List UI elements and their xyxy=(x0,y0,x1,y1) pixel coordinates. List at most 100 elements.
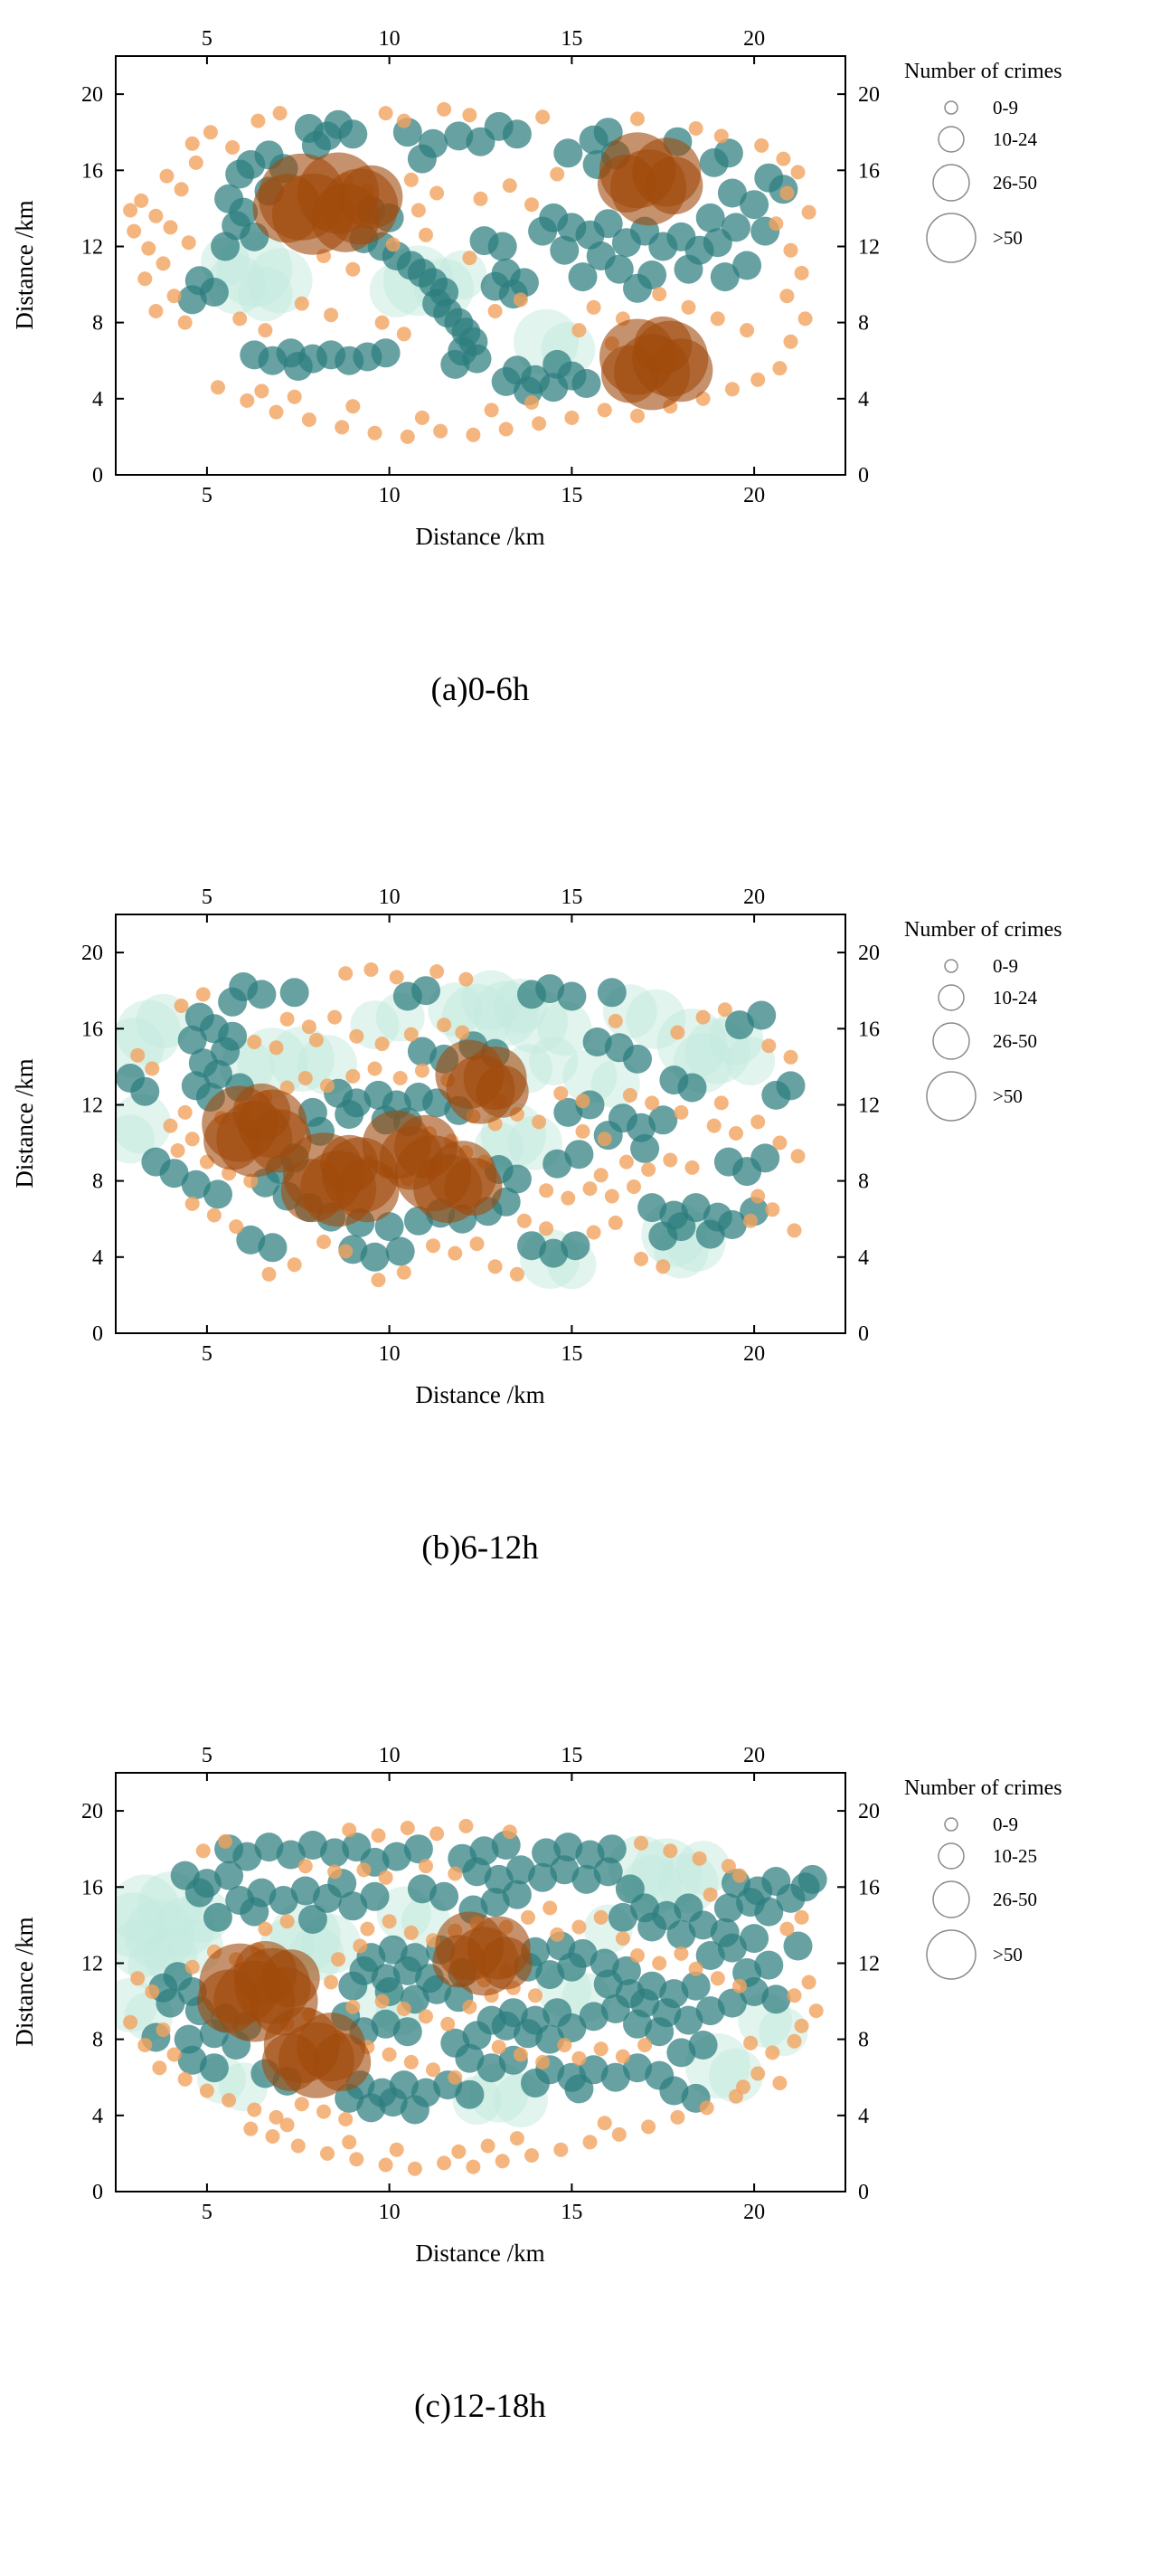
bubble xyxy=(444,121,474,151)
bubble xyxy=(754,137,769,153)
bubble xyxy=(400,1821,415,1835)
bubble xyxy=(429,185,445,201)
y-tick-label-left: 16 xyxy=(81,1018,103,1041)
y-tick-label-left: 8 xyxy=(92,2029,103,2052)
bubble xyxy=(353,1938,368,1954)
legend-entry-label: 0-9 xyxy=(993,955,1018,977)
bubble xyxy=(462,108,477,123)
bubble xyxy=(582,1181,598,1197)
bubble xyxy=(184,1132,200,1147)
bubble xyxy=(717,178,747,208)
bubble xyxy=(374,1212,404,1242)
bubble xyxy=(615,2049,630,2064)
bubble xyxy=(553,1097,583,1127)
bubble xyxy=(279,1011,295,1027)
plot-border xyxy=(115,914,846,1334)
series-crimes-10-25 xyxy=(141,1831,827,2125)
bubble xyxy=(265,2129,280,2144)
bubble xyxy=(385,237,401,252)
bubble xyxy=(634,316,693,374)
bubble xyxy=(141,241,156,256)
bubble xyxy=(604,254,634,284)
bubble xyxy=(557,2013,587,2042)
bubble-chart-b: 5 5 10 10 15 15 20 20 0 0 4 4 8 8 12 12 16 16 20 20 Distanc… xyxy=(11,886,1062,1408)
legend-size-circle xyxy=(944,959,958,973)
bubble xyxy=(487,1259,503,1274)
bubble xyxy=(575,1123,590,1139)
bubble xyxy=(600,1994,630,2023)
y-tick-label-right: 16 xyxy=(858,1018,880,1041)
bubble xyxy=(630,111,645,127)
y-tick-label-left: 4 xyxy=(92,1246,103,1270)
y-tick-label-left: 0 xyxy=(92,2181,103,2204)
x-tick-label-top: 20 xyxy=(743,27,765,51)
bubble xyxy=(618,1154,634,1170)
bubble xyxy=(426,1238,440,1254)
bubble xyxy=(722,213,750,242)
bubble xyxy=(670,2109,685,2125)
bubble xyxy=(225,140,241,155)
bubble xyxy=(360,1881,390,1911)
bubble xyxy=(597,402,612,418)
legend-size-circle xyxy=(938,126,965,153)
bubble xyxy=(130,1971,146,1986)
bubble xyxy=(403,1925,419,1940)
y-axis-label: Distance /km xyxy=(11,200,38,329)
bubble xyxy=(740,1924,769,1954)
bubble xyxy=(586,299,601,315)
bubble xyxy=(487,232,517,261)
bubble xyxy=(626,989,686,1049)
bubble xyxy=(297,1859,313,1874)
y-tick-label-left: 4 xyxy=(92,388,103,412)
bubble xyxy=(123,203,138,218)
bubble xyxy=(637,1912,667,1942)
bubble xyxy=(801,204,816,220)
bubble xyxy=(276,1840,306,1870)
bubble xyxy=(670,1025,685,1040)
bubble xyxy=(389,2142,404,2157)
bubble xyxy=(695,1219,725,1249)
bubble xyxy=(331,1952,346,1967)
bubble xyxy=(308,1032,324,1047)
bubble xyxy=(389,970,404,985)
bubble xyxy=(706,1118,722,1133)
bubble xyxy=(156,1988,185,2018)
bubble xyxy=(648,1221,678,1251)
bubble xyxy=(342,1823,357,1838)
legend: 0-9 10-25 26-50 >50 xyxy=(926,1814,1037,1980)
bubble xyxy=(374,315,390,330)
y-tick-label-right: 8 xyxy=(858,312,869,336)
bubble xyxy=(279,1914,295,1929)
y-tick-label-left: 16 xyxy=(81,159,103,183)
bubble xyxy=(269,1040,284,1056)
x-tick-label-bottom: 5 xyxy=(202,484,212,507)
bubble xyxy=(218,1021,248,1051)
bubble-chart-c: 5 5 10 10 15 15 20 20 0 0 4 4 8 8 12 12 16 16 20 20 Distanc… xyxy=(11,1744,1062,2267)
bubble xyxy=(371,338,401,368)
bubble xyxy=(688,1910,718,1940)
bubble xyxy=(623,1044,652,1074)
bubble xyxy=(236,1225,266,1255)
bubble xyxy=(495,2154,510,2169)
bubble xyxy=(123,2014,138,2030)
bubble xyxy=(174,999,189,1013)
legend-entry-label: >50 xyxy=(993,227,1023,249)
bubble xyxy=(269,2109,284,2125)
bubble xyxy=(539,1221,554,1236)
x-tick-label-bottom: 5 xyxy=(202,2201,212,2224)
bubble xyxy=(754,1897,784,1927)
bubble xyxy=(211,232,241,261)
legend-entry-label: >50 xyxy=(993,1085,1023,1107)
y-tick-label-left: 20 xyxy=(81,1800,103,1823)
bubble xyxy=(240,1897,269,1927)
y-tick-label-left: 0 xyxy=(92,464,103,488)
bubble xyxy=(444,1158,503,1216)
bubble xyxy=(414,410,429,425)
bubble xyxy=(740,323,755,338)
bubble xyxy=(184,1959,200,1975)
bubble xyxy=(396,1264,411,1280)
legend-entry-label: 10-24 xyxy=(993,987,1037,1009)
bubble xyxy=(294,296,309,311)
bubble xyxy=(177,2045,207,2075)
bubble xyxy=(717,1002,732,1018)
